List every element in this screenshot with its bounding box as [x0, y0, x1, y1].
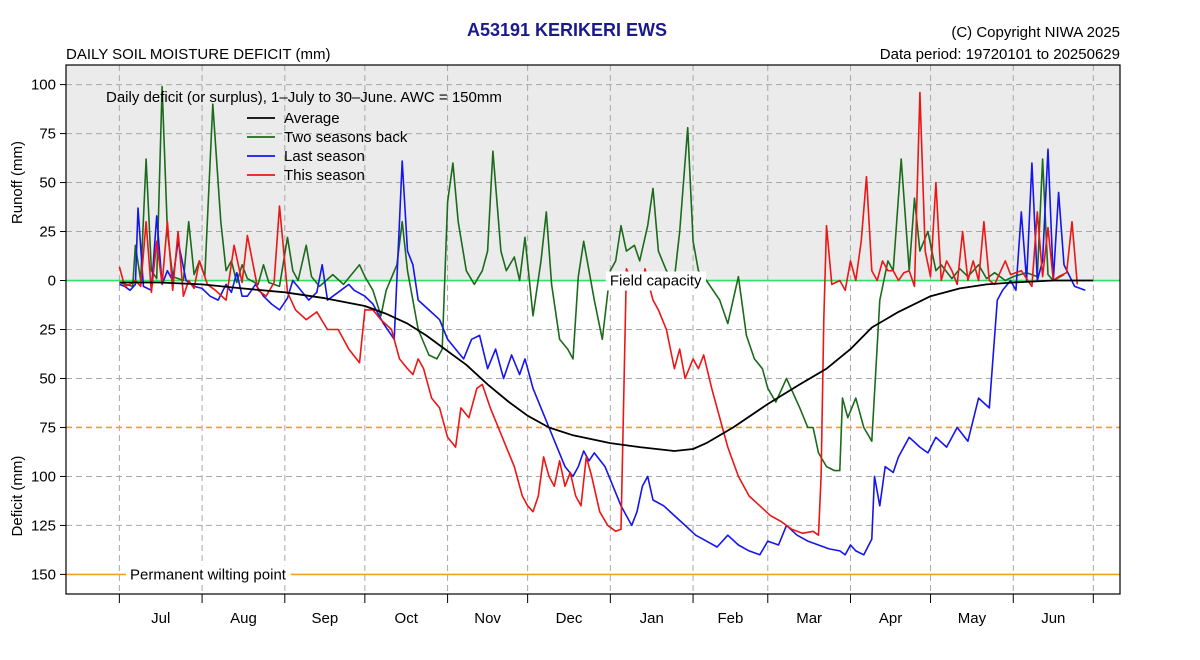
- y-tick-label: 75: [39, 419, 56, 436]
- legend-entry: Last season: [284, 148, 365, 165]
- legend-entry: Two seasons back: [284, 129, 408, 146]
- x-tick-label: Sep: [311, 610, 338, 627]
- wilting-point-label-bg: [126, 565, 291, 585]
- legend-entry: This season: [284, 167, 365, 184]
- x-tick-label: Mar: [796, 610, 822, 627]
- x-tick-label: Feb: [717, 610, 743, 627]
- y-tick-label: 75: [39, 126, 56, 143]
- y-tick-label: 50: [39, 175, 56, 192]
- copyright-notice: (C) Copyright NIWA 2025: [951, 24, 1120, 41]
- field-capacity-label: Field capacity: [610, 273, 702, 290]
- field-capacity-label-bg: [605, 271, 707, 291]
- x-tick-label: May: [958, 610, 987, 627]
- x-tick-label: Jun: [1041, 610, 1065, 627]
- x-tick-label: Jan: [640, 610, 664, 627]
- series-line: [119, 148, 1086, 556]
- y-tick-label: 125: [31, 517, 56, 534]
- y-tick-label: 150: [31, 566, 56, 583]
- chart-title: A53191 KERIKERI EWS: [466, 20, 668, 40]
- series-line: [118, 91, 1079, 536]
- x-tick-label: Jul: [151, 610, 170, 627]
- y-tick-label: 25: [39, 224, 56, 241]
- y-tick-label: 100: [31, 468, 56, 485]
- y-tick-label: 50: [39, 370, 56, 387]
- series-line: [119, 279, 1094, 452]
- deficit-zone: [66, 280, 1120, 594]
- data-period: Data period: 19720101 to 20250629: [879, 46, 1120, 63]
- y-axis-label-deficit: Deficit (mm): [9, 456, 26, 537]
- x-tick-label: Dec: [556, 610, 583, 627]
- runoff-zone: [66, 65, 1120, 281]
- wilting-point-label: Permanent wilting point: [130, 566, 287, 583]
- y-tick-label: 0: [48, 273, 56, 290]
- chart-subtitle: DAILY SOIL MOISTURE DEFICIT (mm): [66, 46, 331, 63]
- chart-note: Daily deficit (or surplus), 1–July to 30…: [106, 89, 502, 106]
- y-axis-label-runoff: Runoff (mm): [9, 141, 26, 224]
- y-tick-label: 100: [31, 77, 56, 94]
- x-tick-label: Aug: [230, 610, 257, 627]
- x-tick-label: Apr: [879, 610, 902, 627]
- x-tick-label: Oct: [395, 610, 419, 627]
- x-tick-label: Nov: [474, 610, 501, 627]
- legend-entry: Average: [284, 110, 340, 127]
- y-tick-label: 25: [39, 322, 56, 339]
